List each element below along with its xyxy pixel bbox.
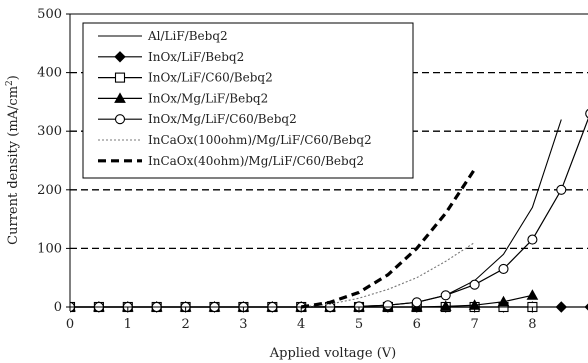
x-tick-label-8: 8 [528, 317, 536, 332]
x-tick-label-6: 6 [413, 317, 421, 332]
series-5-point-12 [382, 300, 393, 311]
legend-label-4: InOx/Mg/LiF/Bebq2 [148, 91, 268, 105]
y-axis-label-sup: 2 [5, 80, 15, 86]
series-5-point-18 [556, 184, 567, 195]
series-4-point-17 [526, 289, 539, 300]
legend-label-2: InOx/LiF/Bebq2 [148, 50, 244, 64]
series-5-point-16 [498, 263, 509, 274]
series-7-line [300, 168, 476, 309]
x-tick-label-5: 5 [355, 317, 363, 332]
legend-entry-2: InOx/LiF/Bebq2 [98, 50, 244, 64]
series-5-point-14 [440, 290, 451, 301]
y-axis-label: Current density (mA/cm2) [5, 75, 21, 245]
y-tick-label-400: 400 [37, 66, 62, 81]
legend-entry-5: InOx/Mg/LiF/C60/Bebq2 [98, 112, 297, 126]
legend-label-1: Al/LiF/Bebq2 [147, 29, 228, 43]
legend-box [82, 22, 414, 179]
series-5-point-17 [527, 234, 538, 245]
y-tick-label-500: 500 [37, 7, 62, 22]
series-5-point-13 [411, 297, 422, 308]
x-tick-label-0: 0 [66, 317, 74, 332]
legend-marker-4 [114, 92, 126, 103]
legend-label-5: InOx/Mg/LiF/C60/Bebq2 [148, 112, 297, 126]
x-tick-label-3: 3 [239, 317, 247, 332]
y-axis-label-end: ) [6, 75, 21, 80]
x-tick-label-1: 1 [124, 317, 132, 332]
series-7 [300, 168, 476, 309]
legend-entry-1: Al/LiF/Bebq2 [98, 29, 228, 43]
x-axis-label: Applied voltage (V) [269, 346, 396, 361]
legend-entry-6: InCaOx(100ohm)/Mg/LiF/C60/Bebq2 [98, 133, 372, 147]
legend-marker-2 [114, 51, 126, 63]
series-6-line [301, 242, 475, 308]
legend-marker-5 [114, 114, 126, 125]
series-5-point-19 [585, 109, 588, 119]
y-axis-label-main: Current density (mA/cm [6, 86, 21, 245]
legend-entry-7: InCaOx(40ohm)/Mg/LiF/C60/Bebq2 [98, 154, 364, 168]
x-tick-label-4: 4 [297, 317, 305, 332]
series-6 [301, 242, 475, 308]
series-4-point-14 [439, 300, 452, 311]
x-tick-label-7: 7 [470, 317, 478, 332]
legend-label-7: InCaOx(40ohm)/Mg/LiF/C60/Bebq2 [148, 154, 364, 168]
series-5-point-15 [469, 279, 480, 290]
legend-marker-3 [114, 72, 126, 83]
legend-label-6: InCaOx(100ohm)/Mg/LiF/C60/Bebq2 [148, 133, 372, 147]
axes [66, 13, 588, 311]
legend-entry-4: InOx/Mg/LiF/Bebq2 [98, 91, 268, 105]
legend-entry-3: InOx/LiF/C60/Bebq2 [98, 71, 273, 85]
y-tick-label-100: 100 [37, 241, 62, 256]
legend-label-3: InOx/LiF/C60/Bebq2 [148, 71, 273, 85]
series-4-point-16 [497, 295, 510, 307]
tick-labels: 0 100 200 300 400 500 0 1 2 3 4 5 6 7 8 [37, 7, 536, 332]
y-tick-label-0: 0 [54, 300, 62, 315]
y-tick-label-300: 300 [37, 124, 62, 139]
x-tick-label-2: 2 [181, 317, 189, 332]
legend: Al/LiF/Bebq2 InOx/LiF/Bebq2 InOx/LiF/C60/B… [82, 22, 414, 179]
y-tick-label-200: 200 [37, 183, 62, 198]
